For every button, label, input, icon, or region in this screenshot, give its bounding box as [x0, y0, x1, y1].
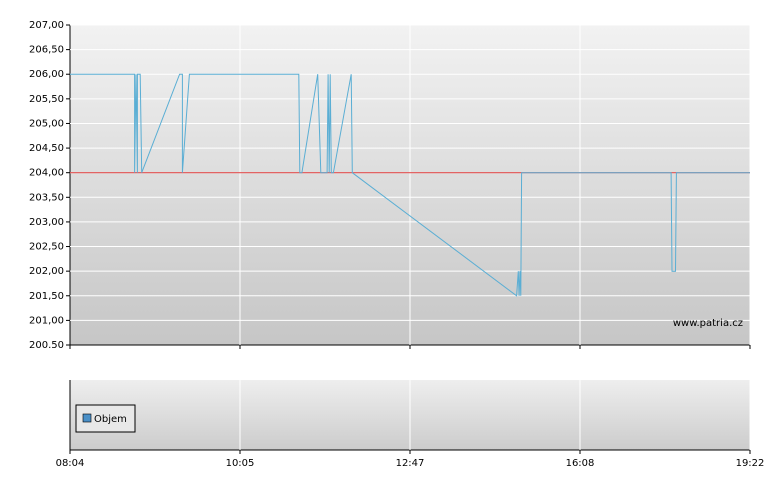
legend-label: Objem — [94, 414, 127, 425]
x-tick-label: 12:47 — [396, 458, 425, 469]
y-tick-label: 202,00 — [29, 266, 64, 277]
y-tick-label: 206,00 — [29, 69, 64, 80]
y-tick-label: 204,00 — [29, 168, 64, 179]
y-tick-label: 207,00 — [29, 20, 64, 31]
y-tick-label: 202,50 — [29, 242, 64, 253]
x-tick-label: 10:05 — [226, 458, 255, 469]
y-tick-label: 201,00 — [29, 315, 64, 326]
x-tick-label: 19:22 — [736, 458, 765, 469]
y-tick-label: 204,50 — [29, 143, 64, 154]
y-tick-label: 200.50 — [29, 340, 64, 351]
y-tick-label: 205,00 — [29, 118, 64, 129]
legend — [75, 404, 136, 433]
x-tick-label: 16:08 — [566, 458, 595, 469]
legend-box — [75, 404, 136, 433]
price-line — [70, 73, 750, 297]
x-tick-label: 08:04 — [56, 458, 85, 469]
watermark: www.patria.cz — [673, 318, 743, 329]
y-tick-label: 201,50 — [29, 291, 64, 302]
y-tick-label: 203,00 — [29, 217, 64, 228]
y-tick-label: 203,50 — [29, 192, 64, 203]
y-tick-label: 205,50 — [29, 94, 64, 105]
y-tick-label: 206,50 — [29, 45, 64, 56]
legend-swatch — [82, 413, 92, 423]
